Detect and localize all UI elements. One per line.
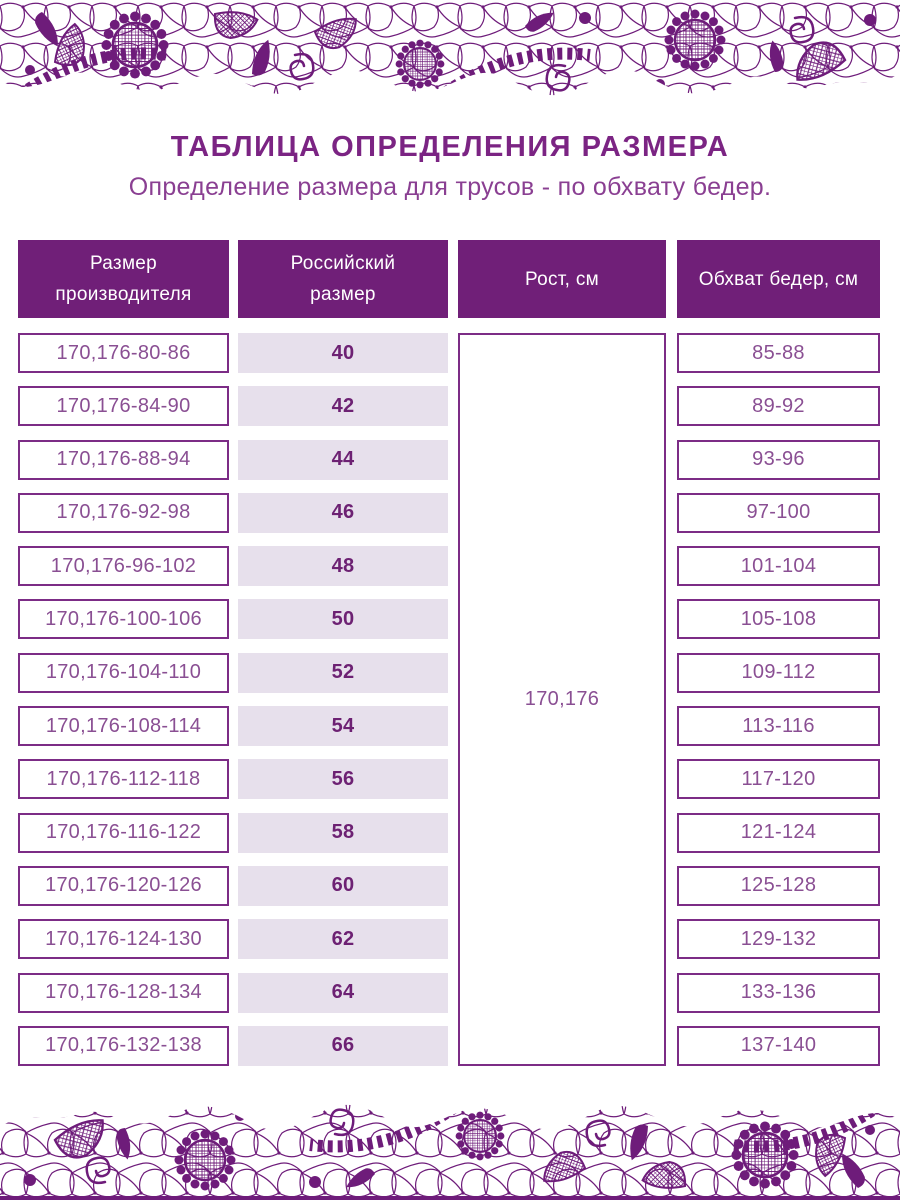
russian-size-cell: 66 (238, 1025, 448, 1066)
header-line: производителя (55, 284, 192, 305)
lace-base-line (0, 1196, 900, 1200)
hips-cell: 93-96 (677, 439, 880, 480)
russian-size-cell: 44 (238, 439, 448, 480)
manufacturer-size-cell: 170,176-132-138 (18, 1025, 229, 1066)
manufacturer-size-cell: 170,176-100-106 (18, 599, 229, 640)
header-manufacturer-size: Размер производителя (18, 240, 229, 318)
russian-size-cell: 62 (238, 919, 448, 960)
header-line: Размер (89, 253, 158, 274)
manufacturer-size-cell: 170,176-128-134 (18, 972, 229, 1013)
russian-size-cell: 54 (238, 706, 448, 747)
hips-cell: 137-140 (677, 1025, 880, 1066)
column-russian-size: Российский размер 40 42 44 46 48 50 52 54 56 58 60… (238, 240, 448, 1066)
hips-cell: 89-92 (677, 386, 880, 427)
manufacturer-size-cell: 170,176-92-98 (18, 492, 229, 533)
russian-size-cell: 48 (238, 546, 448, 587)
hips-cell: 105-108 (677, 599, 880, 640)
hips-cell: 109-112 (677, 652, 880, 693)
russian-size-cell: 60 (238, 865, 448, 906)
header-height: Рост, см (458, 240, 666, 318)
russian-size-cell: 50 (238, 599, 448, 640)
hips-cell: 113-116 (677, 706, 880, 747)
hips-cell: 101-104 (677, 546, 880, 587)
manufacturer-size-cell: 170,176-124-130 (18, 919, 229, 960)
russian-size-cell: 46 (238, 492, 448, 533)
russian-size-cell: 58 (238, 812, 448, 853)
hips-cell: 117-120 (677, 759, 880, 800)
russian-size-cell: 56 (238, 759, 448, 800)
column-height: Рост, см 170,176 (458, 240, 666, 1066)
russian-size-cell: 52 (238, 652, 448, 693)
height-merged-cell: 170,176 (458, 333, 666, 1066)
russian-size-cell: 64 (238, 972, 448, 1013)
hips-cell: 121-124 (677, 812, 880, 853)
manufacturer-size-cell: 170,176-112-118 (18, 759, 229, 800)
manufacturer-size-cell: 170,176-88-94 (18, 439, 229, 480)
manufacturer-size-cell: 170,176-120-126 (18, 865, 229, 906)
russian-size-cell: 40 (238, 333, 448, 373)
column-hips: Обхват бедер, см 85-88 89-92 93-96 97-100 10… (677, 240, 880, 1066)
manufacturer-size-cell: 170,176-84-90 (18, 386, 229, 427)
manufacturer-size-cell: 170,176-80-86 (18, 333, 229, 373)
header-hips: Обхват бедер, см (677, 240, 880, 318)
manufacturer-size-cells: 170,176-80-86 170,176-84-90 170,176-88-94 1… (18, 333, 229, 1066)
height-value: 170,176 (524, 688, 600, 710)
hips-cell: 125-128 (677, 865, 880, 906)
manufacturer-size-cell: 170,176-108-114 (18, 706, 229, 747)
page-title: ТАБЛИЦА ОПРЕДЕЛЕНИЯ РАЗМЕРА (170, 131, 730, 163)
manufacturer-size-cell: 170,176-104-110 (18, 652, 229, 693)
header-line: Российский (290, 253, 396, 274)
russian-size-cell: 42 (238, 386, 448, 427)
lace-border-bottom (0, 1090, 900, 1200)
column-manufacturer-size: Размер производителя 170,176-80-86 170,17… (18, 240, 229, 1066)
russian-size-cells: 40 42 44 46 48 50 52 54 56 58 60 62 64 66 (238, 333, 448, 1066)
manufacturer-size-cell: 170,176-96-102 (18, 546, 229, 587)
lace-border-top (0, 0, 900, 110)
page-subtitle: Определение размера для трусов - по обхв… (128, 173, 772, 201)
hips-cells: 85-88 89-92 93-96 97-100 101-104 105-108 109-1… (677, 333, 880, 1066)
manufacturer-size-cell: 170,176-116-122 (18, 812, 229, 853)
header-russian-size: Российский размер (238, 240, 448, 318)
hips-cell: 97-100 (677, 492, 880, 533)
header-line: размер (310, 284, 376, 305)
hips-cell: 129-132 (677, 919, 880, 960)
hips-cell: 133-136 (677, 972, 880, 1013)
hips-cell: 85-88 (677, 333, 880, 373)
